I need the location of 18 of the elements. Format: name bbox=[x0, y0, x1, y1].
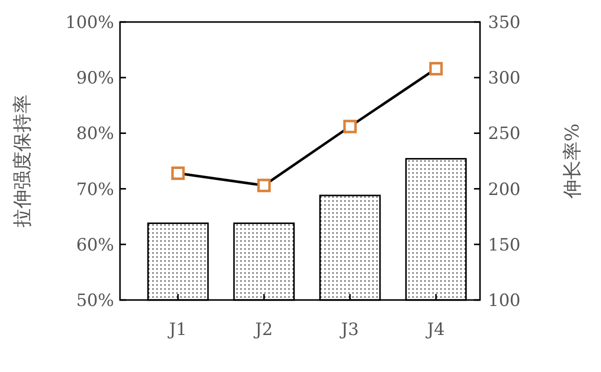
y2-tick-label: 150 bbox=[488, 235, 520, 256]
y-tick-label: 100% bbox=[65, 12, 114, 33]
y-axis-title: 拉伸强度保持率 bbox=[12, 94, 34, 228]
x-tick-label: J1 bbox=[167, 320, 187, 340]
y-tick-label: 70% bbox=[76, 180, 114, 200]
x-tick-label: J2 bbox=[253, 320, 273, 340]
y-tick-label: 90% bbox=[76, 68, 114, 89]
y2-tick-label: 250 bbox=[488, 124, 520, 144]
x-tick-label: J3 bbox=[339, 320, 359, 340]
y2-tick-label: 300 bbox=[488, 68, 520, 89]
x-tick-label: J4 bbox=[425, 320, 445, 340]
y2-tick-label: 100 bbox=[488, 290, 520, 311]
y-tick-label: 80% bbox=[76, 124, 114, 144]
y2-tick-label: 200 bbox=[488, 180, 520, 200]
y2-tick-label: 350 bbox=[488, 12, 520, 33]
y-tick-label: 50% bbox=[76, 290, 114, 311]
y2-axis-title: 伸长率% bbox=[562, 123, 584, 200]
y-tick-label: 60% bbox=[76, 235, 114, 256]
